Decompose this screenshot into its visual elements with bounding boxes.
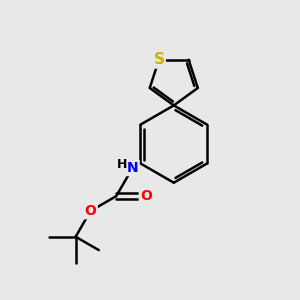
Text: O: O bbox=[140, 189, 152, 203]
Text: O: O bbox=[85, 204, 96, 218]
Text: N: N bbox=[127, 161, 138, 175]
Text: S: S bbox=[153, 52, 164, 67]
Text: H: H bbox=[117, 158, 128, 171]
